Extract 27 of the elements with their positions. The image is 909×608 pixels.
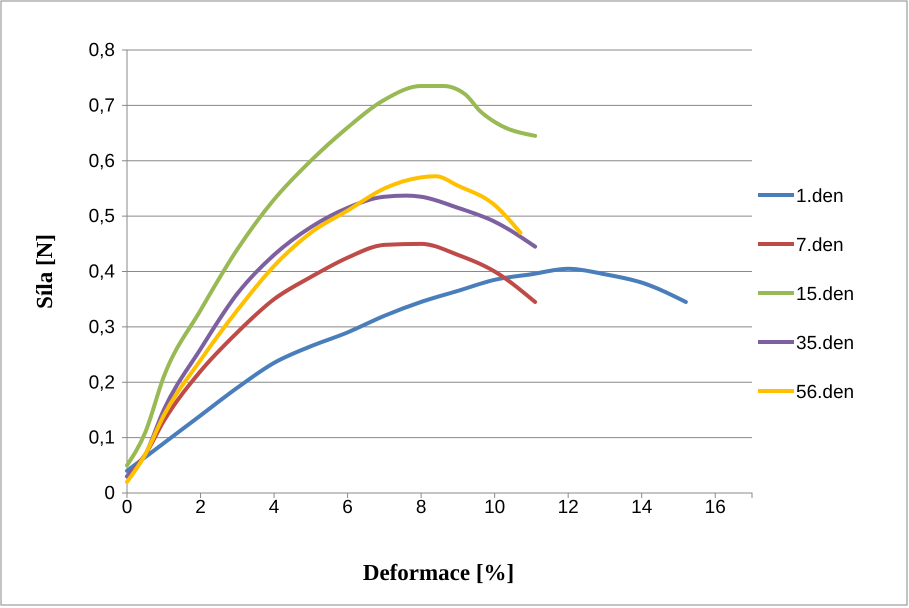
legend-label: 7.den [796,235,844,256]
y-tick-label: 0,7 [88,95,115,116]
x-axis-title: Deformace [%] [362,560,514,585]
y-tick-label: 0,1 [88,428,115,449]
legend-label: 56.den [796,382,854,403]
line-series [125,266,688,473]
y-tick-label: 0,8 [88,40,115,62]
y-tick-label: 0,4 [88,262,116,283]
x-tick-label: 8 [416,497,426,518]
y-axis-title: Síla [N] [32,234,57,309]
x-tick-label: 14 [631,497,653,518]
legend-label: 15.den [796,284,854,305]
legend-label: 35.den [796,333,854,354]
x-tick-label: 6 [342,497,353,518]
y-tick-label: 0,6 [88,150,115,172]
y-tick-label: 0 [104,483,115,504]
x-tick-label: 16 [704,497,726,518]
x-tick-label: 0 [122,497,132,518]
line-series [125,84,538,468]
x-tick-label: 2 [195,497,206,518]
y-tick-label: 0,3 [88,316,115,338]
legend-label: 1.den [796,186,844,207]
y-tick-label: 0,5 [88,206,115,228]
x-tick-label: 12 [558,497,579,518]
y-tick-label: 0,2 [88,372,115,394]
x-tick-label: 4 [268,497,280,518]
x-tick-label: 10 [484,497,506,518]
